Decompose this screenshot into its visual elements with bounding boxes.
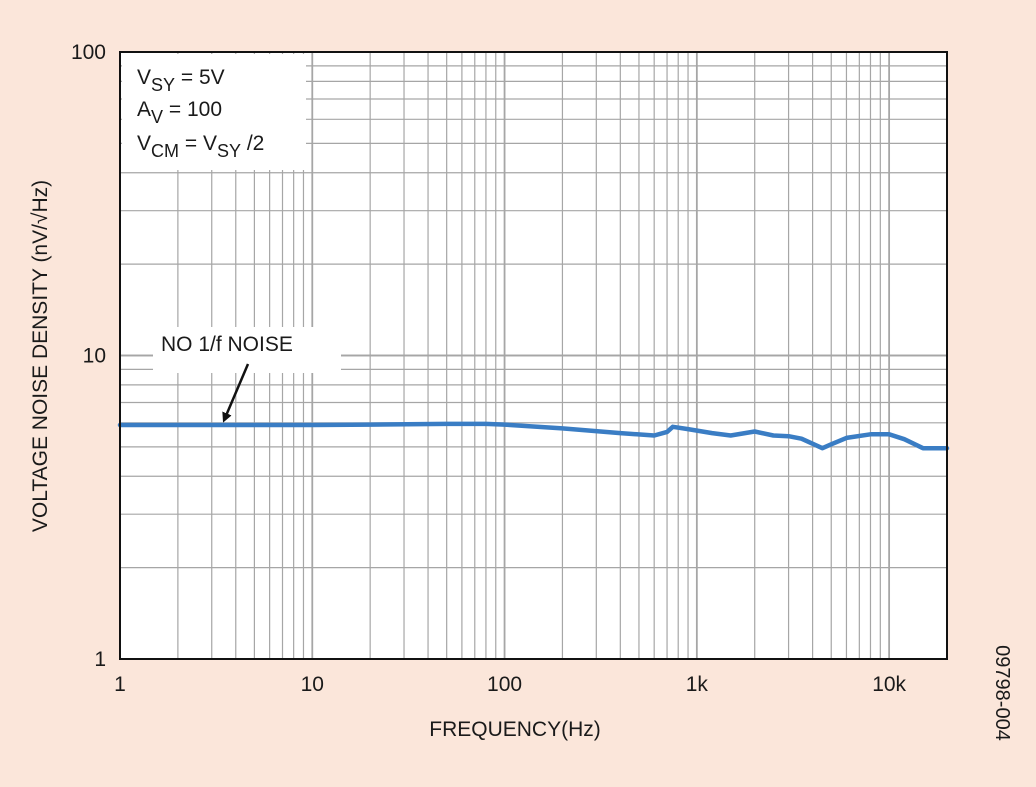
condition-vsy: VSY = 5V [137, 66, 225, 95]
plot-border [119, 51, 948, 660]
x-tick-label: 100 [487, 673, 522, 696]
condition-vcm: VCM = VSY /2 [137, 132, 264, 161]
callout-arrow-icon [222, 363, 250, 423]
conditions-box-background [122, 54, 306, 170]
no-1f-noise-callout: NO 1/f NOISE [153, 327, 341, 423]
series-line [117, 421, 950, 451]
y-tick-label: 100 [71, 41, 106, 64]
condition-av: AV = 100 [137, 98, 222, 127]
x-tick-label: 1 [114, 673, 126, 696]
x-tick-label: 1k [686, 673, 709, 696]
y-axis-label: VOLTAGE NOISE DENSITY (nV/√Hz) [29, 180, 52, 532]
x-tick-label: 10k [872, 673, 906, 696]
callout-text: NO 1/f NOISE [161, 333, 293, 356]
figure-id: 09798-004 [991, 645, 1013, 741]
x-tick-label: 10 [301, 673, 324, 696]
x-tick-labels: 1 10 100 1k 10k [114, 673, 906, 696]
conditions-box: VSY = 5V AV = 100 VCM = VSY /2 [122, 54, 306, 170]
y-tick-labels: 1 10 100 [71, 41, 106, 671]
y-tick-label: 1 [94, 648, 106, 671]
x-axis-label: FREQUENCY(Hz) [429, 718, 601, 741]
y-tick-label: 10 [83, 345, 106, 368]
